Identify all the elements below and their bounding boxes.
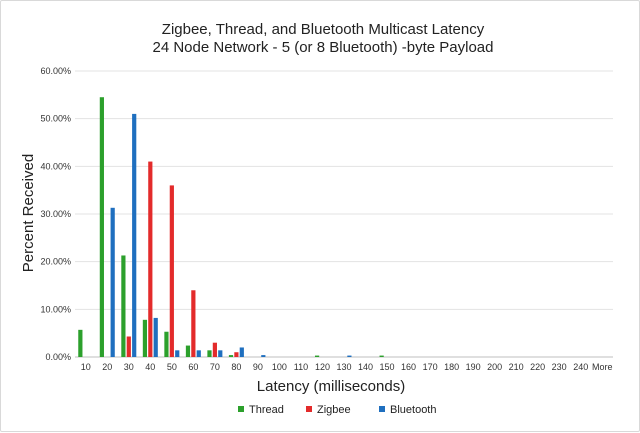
y-tick-label: 60.00% [40,66,71,76]
y-tick-label: 20.00% [40,257,71,267]
bar-zigbee-30 [126,336,131,357]
bar-zigbee-80 [234,352,239,357]
y-tick-label: 0.00% [45,352,71,362]
bar-zigbee-70 [212,342,217,357]
bar-bluetooth-20 [110,207,115,357]
x-tick-label: More [592,362,613,372]
x-tick-label: 200 [487,362,502,372]
legend-swatch-zigbee [306,406,312,412]
y-tick-label: 10.00% [40,304,71,314]
bar-bluetooth-70 [218,350,223,357]
legend-label-thread: Thread [249,404,284,416]
bar-bluetooth-90 [261,355,266,357]
x-tick-label: 70 [210,362,220,372]
x-tick-label: 130 [336,362,351,372]
bar-bluetooth-80 [239,347,244,357]
x-tick-label: 90 [253,362,263,372]
x-tick-label: 50 [167,362,177,372]
x-tick-label: 80 [231,362,241,372]
bar-zigbee-60 [191,290,196,357]
x-tick-label: 240 [573,362,588,372]
x-tick-labels: 10 20 30 40 50 60 70 80 90 100 110 120 130 140 150 160 1… [81,362,613,372]
legend-label-zigbee: Zigbee [317,404,351,416]
x-tick-label: 220 [530,362,545,372]
bar-thread-80 [228,355,234,357]
x-tick-label: 10 [81,362,91,372]
y-tick-label: 30.00% [40,209,71,219]
gridlines [75,70,613,358]
x-tick-label: 180 [444,362,459,372]
bar-thread-40 [142,319,148,357]
x-tick-label: 160 [401,362,416,372]
x-tick-label: 210 [509,362,524,372]
bar-thread-120 [314,355,320,357]
bar-bluetooth-130 [347,355,352,357]
bar-bluetooth-60 [196,350,201,357]
x-tick-label: 190 [466,362,481,372]
bar-thread-10 [78,329,83,357]
x-tick-label: 20 [102,362,112,372]
legend-label-bluetooth: Bluetooth [390,404,436,416]
x-tick-label: 150 [380,362,395,372]
bar-thread-50 [164,331,169,357]
x-tick-label: 60 [188,362,198,372]
x-tick-label: 100 [272,362,287,372]
legend-swatch-thread [238,406,244,412]
bar-thread-70 [207,350,212,357]
x-tick-label: 120 [315,362,330,372]
x-tick-label: 170 [423,362,438,372]
chart-subtitle: 24 Node Network - 5 (or 8 Bluetooth) -by… [152,39,493,56]
x-tick-label: 230 [552,362,567,372]
x-tick-label: 30 [124,362,134,372]
bars [78,97,384,358]
y-axis-label: Percent Received [20,154,37,272]
bar-bluetooth-30 [132,113,137,358]
bar-thread-20 [99,97,104,357]
y-tick-labels: 0.00% 10.00% 20.00% 30.00% 40.00% 50.00% 60.00… [40,66,71,362]
legend-swatch-bluetooth [379,406,385,412]
x-tick-label: 40 [145,362,155,372]
bar-thread-30 [121,255,126,357]
bar-bluetooth-40 [153,317,158,357]
bar-thread-60 [185,345,191,357]
bar-thread-150 [379,355,384,357]
legend: Thread Zigbee Bluetooth [238,404,436,416]
x-tick-label: 110 [294,362,308,372]
y-tick-label: 40.00% [40,161,71,171]
bar-zigbee-50 [169,185,174,357]
x-tick-label: 140 [358,362,373,372]
bar-zigbee-40 [148,161,153,357]
bar-bluetooth-50 [175,350,180,357]
chart-title: Zigbee, Thread, and Bluetooth Multicast … [162,21,485,38]
x-axis-label: Latency (milliseconds) [257,378,405,395]
y-tick-label: 50.00% [40,114,71,124]
